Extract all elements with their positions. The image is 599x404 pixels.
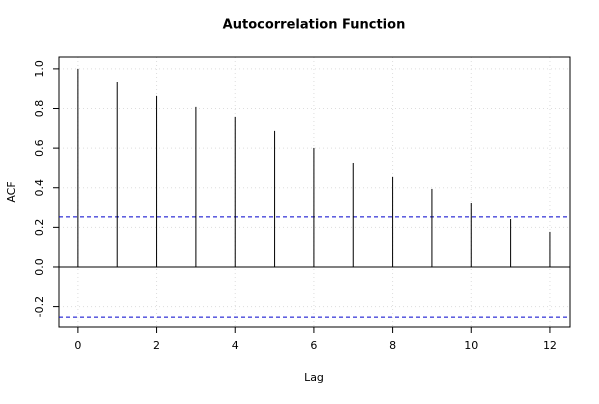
x-tick-label: 8 <box>389 339 396 352</box>
x-axis-label: Lag <box>304 371 324 384</box>
y-tick-label: 0.2 <box>33 219 46 237</box>
x-tick-label: 6 <box>310 339 317 352</box>
y-axis-label: ACF <box>5 181 18 202</box>
x-tick-label: 4 <box>232 339 239 352</box>
y-tick-label: 0.6 <box>33 139 46 157</box>
y-tick-label: 1.0 <box>33 60 46 78</box>
x-tick-label: 10 <box>464 339 478 352</box>
x-tick-label: 12 <box>543 339 557 352</box>
y-tick-label: -0.2 <box>33 296 46 317</box>
y-tick-label: 0.4 <box>33 179 46 197</box>
chart-title: Autocorrelation Function <box>223 18 406 33</box>
y-tick-label: 0.0 <box>33 258 46 276</box>
y-tick-label: 0.8 <box>33 100 46 118</box>
plot-frame <box>58 56 571 328</box>
x-tick-label: 0 <box>74 339 81 352</box>
x-tick-label: 2 <box>153 339 160 352</box>
